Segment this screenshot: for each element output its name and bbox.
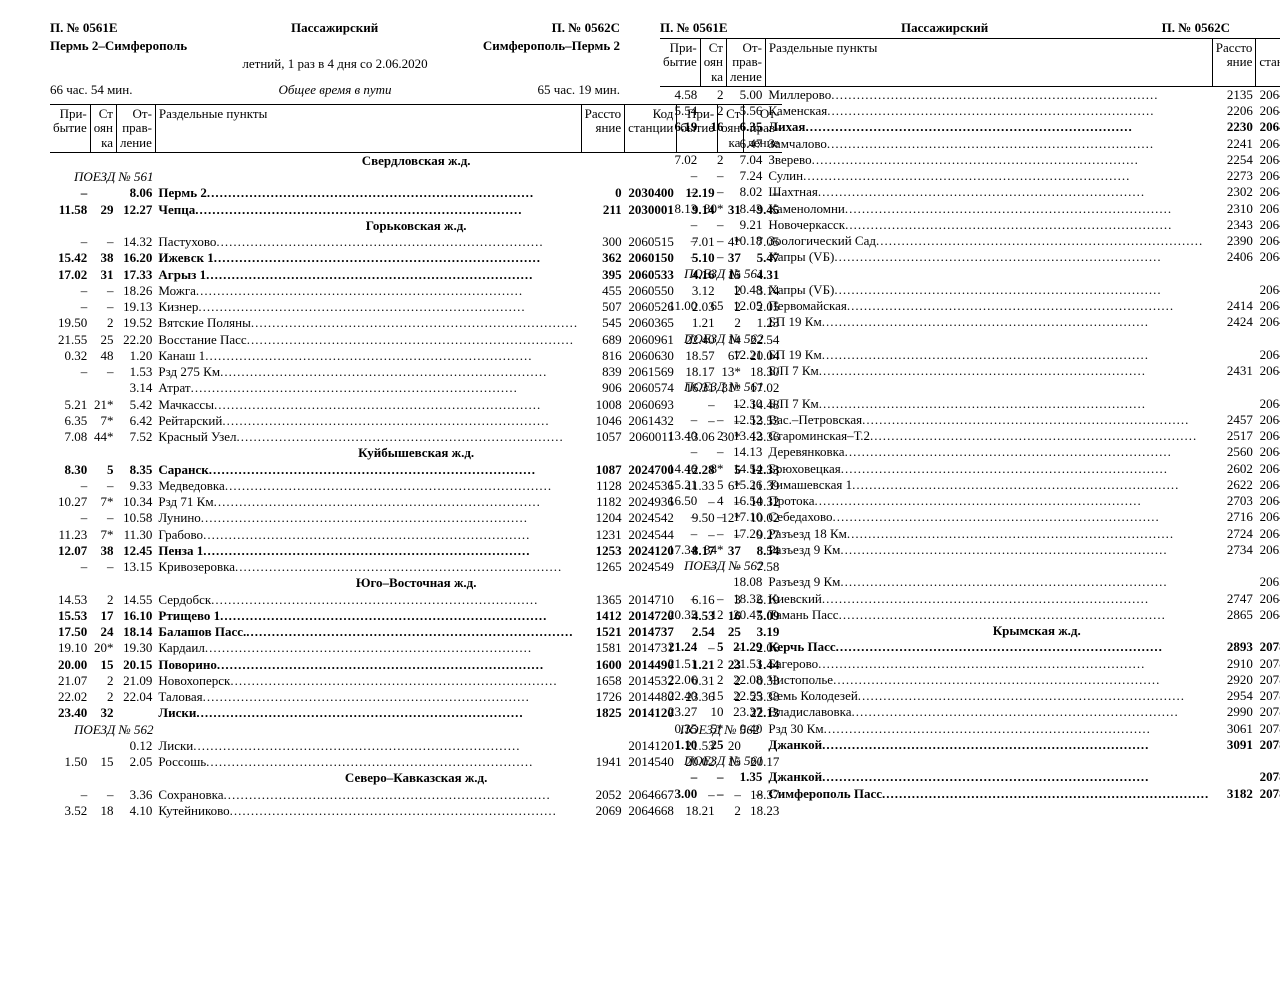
train-note: ПОЕЗД № 561ПОЕЗД № 561 bbox=[660, 266, 1280, 282]
train-note: ПОЕЗД № 562 bbox=[660, 802, 1280, 818]
table-row: 15.21515.26Тимашевская 1262220642807.006… bbox=[660, 477, 1280, 493]
train-number-right: П. № 0562С bbox=[1162, 20, 1230, 36]
table-row: 23.271023.37Владиславовка2990207895022.1… bbox=[660, 704, 1280, 720]
timetable-right: При-бытиеСтоянкаОт-прав-лениеРаздельные … bbox=[660, 38, 1280, 818]
train-note: ПОЕЗД № 562ПОЕЗД № 562 bbox=[660, 558, 1280, 574]
table-row: ––14.13Деревянковка256020641498.0737*8.4… bbox=[660, 444, 1280, 460]
header-row-1: П. № 0561Е Пассажирский П. № 0562С bbox=[50, 20, 620, 36]
route-left: Пермь 2–Симферополь bbox=[50, 38, 187, 54]
col-header: От-прав-ление bbox=[726, 39, 765, 87]
table-row: 10.48Хапры (VБ)2064637–– bbox=[660, 282, 1280, 298]
col-header: Раздельные пункты bbox=[765, 39, 1212, 87]
table-row: ––10.18Зоологический Сад2390206490212.00… bbox=[660, 233, 1280, 249]
route-right: Симферополь–Пермь 2 bbox=[483, 38, 620, 54]
table-row: 22.401522.55Семь Колодезей2954207877522.… bbox=[660, 688, 1280, 704]
table-row: ––17.10Себедахово271620641645.135*5.18 bbox=[660, 509, 1280, 525]
train-type: Пассажирский bbox=[728, 20, 1162, 36]
col-header: Стоянка bbox=[90, 105, 116, 153]
table-row: 22.06222.08Чистополье29202078736––23.30 bbox=[660, 672, 1280, 688]
header-row-1: П. № 0561Е Пассажирский П. № 0562С bbox=[660, 20, 1230, 36]
table-row: 6.47Замчалово2241206457315.0530*15.35 bbox=[660, 136, 1280, 152]
table-row: ––8.02Шахтная2302206420113.53213.55 bbox=[660, 184, 1280, 200]
table-row: 4.5825.00Миллерово2135206437517.29217.31 bbox=[660, 86, 1280, 103]
table-row: ––7.24Сулин2273206421514.22214.24 bbox=[660, 168, 1280, 184]
table-row: ––1.35Джанкой207871020.1525 bbox=[660, 769, 1280, 785]
col-header: Расстояние bbox=[581, 105, 625, 153]
table-header: При-бытиеСтоянкаОт-прав-лениеРаздельные … bbox=[660, 39, 1280, 87]
train-note: ПОЕЗД № 562ПОЕЗД № 562 bbox=[660, 331, 1280, 347]
table-row: БП 19 Км2424206463510.45 bbox=[660, 314, 1280, 330]
table-row: 17.3434*Разъезд 9 Км273420651464.36 bbox=[660, 542, 1280, 558]
table-row: 12.30Б/П 7 Км2064300 bbox=[660, 396, 1280, 412]
table-row: ––12.52Вас.–Петровская2457206456710.0714… bbox=[660, 412, 1280, 428]
table-row: 21.51221.53Багерово2910207873723.41223.4… bbox=[660, 656, 1280, 672]
table-row: 12.21БП 19 Км2064635–– bbox=[660, 347, 1280, 363]
travel-time-left: 66 час. 54 мин. bbox=[50, 82, 132, 98]
table-row: 7.0227.04Зверево2254206418514.48214.50 bbox=[660, 152, 1280, 168]
table-row: 13.40213.42Староминская–Т.2251720642359.… bbox=[660, 428, 1280, 444]
table-row: 21.24521.29Керчь Пасс289320789930.06150.… bbox=[660, 639, 1280, 655]
table-row: Б/П 7 Км2431206430010.38 bbox=[660, 363, 1280, 379]
table-row: ––Хапры (VБ)2406206463711.30 bbox=[660, 249, 1280, 265]
table-row: 3.00––Симферополь Пасс31822078001––19.00 bbox=[660, 786, 1280, 802]
table-row: 20.351220.47Тамань Пасс286520647430.5812… bbox=[660, 607, 1280, 623]
table-row: ––17.20Разъезд 18 Км272420643264.529*5.0… bbox=[660, 526, 1280, 542]
table-row: ––18.32Киевский274720646273.1223*3.35 bbox=[660, 591, 1280, 607]
table-row: 6.19166.35Лихая2230206460515.541416.08 bbox=[660, 119, 1280, 135]
section-title: Крымская ж.д. bbox=[660, 623, 1280, 639]
col-header: От-прав-ление bbox=[116, 105, 155, 153]
left-column: П. № 0561Е Пассажирский П. № 0562С Пермь… bbox=[50, 20, 620, 819]
timetable-page: П. № 0561Е Пассажирский П. № 0562С Пермь… bbox=[0, 20, 1280, 819]
col-header: При-бытие bbox=[660, 39, 700, 87]
train-type: Пассажирский bbox=[118, 20, 552, 36]
header-row-2: Пермь 2–Симферополь Симферополь–Пермь 2 bbox=[50, 38, 620, 54]
table-row: ––9.21Новочеркасск2343206423013.01213.03 bbox=[660, 217, 1280, 233]
table-row: 16.50416.54Протока270320643055.3425.36 bbox=[660, 493, 1280, 509]
table-row: 8.1330*8.43Каменоломни23102065002––13.43 bbox=[660, 201, 1280, 217]
right-column: П. № 0561Е Пассажирский П. № 0562С При-б… bbox=[660, 20, 1230, 819]
travel-time-right: 65 час. 19 мин. bbox=[538, 82, 620, 98]
table-row: 14.468*14.54Брюховецкая26022064066––7.30 bbox=[660, 461, 1280, 477]
col-header: При-бытие bbox=[50, 105, 90, 153]
table-row: 0.355*0.40Рзд 30 Км30612078318––21.12 bbox=[660, 721, 1280, 737]
col-header: Раздельные пункты bbox=[155, 105, 581, 153]
season-note: летний, 1 раз в 4 дня со 2.06.2020 bbox=[50, 56, 620, 72]
travel-time-row: 66 час. 54 мин. Общее время в пути 65 ча… bbox=[50, 82, 620, 98]
travel-time-label: Общее время в пути bbox=[278, 82, 391, 98]
train-note: ПОЕЗД № 561ПОЕЗД № 561 bbox=[660, 379, 1280, 395]
col-header: Стоянка bbox=[700, 39, 726, 87]
table-row: 18.08Разъезд 9 Км20651464.0333* bbox=[660, 574, 1280, 590]
table-row: 1.1025Джанкой30912078710––20.40 bbox=[660, 737, 1280, 753]
train-number-left: П. № 0561Е bbox=[50, 20, 118, 36]
train-number-right: П. № 0562С bbox=[552, 20, 620, 36]
col-header: Кодстанции bbox=[1256, 39, 1280, 87]
col-header: Расстояние bbox=[1212, 39, 1256, 87]
train-number-left: П. № 0561Е bbox=[660, 20, 728, 36]
table-row: 5.5425.56Каменская2206206457016.35216.37 bbox=[660, 103, 1280, 119]
table-row: 11.006512.05Первомайская2414206459310.59… bbox=[660, 298, 1280, 314]
train-note: ПОЕЗД № 561ПОЕЗД № 561 bbox=[660, 753, 1280, 769]
